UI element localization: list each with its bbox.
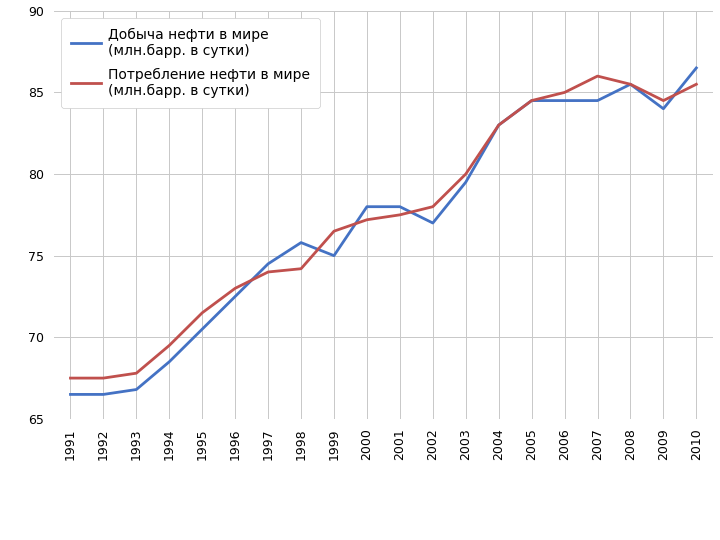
Потребление нефти в мире
(млн.барр. в сутки) <box>527 97 536 104</box>
Добыча нефти в мире
(млн.барр. в сутки) <box>99 391 108 397</box>
Потребление нефти в мире
(млн.барр. в сутки) <box>165 342 174 349</box>
Добыча нефти в мире
(млн.барр. в сутки) <box>165 359 174 365</box>
Добыча нефти в мире
(млн.барр. в сутки) <box>66 391 75 397</box>
Потребление нефти в мире
(млн.барр. в сутки) <box>297 266 305 272</box>
Добыча нефти в мире
(млн.барр. в сутки) <box>495 122 503 129</box>
Добыча нефти в мире
(млн.барр. в сутки) <box>462 179 470 185</box>
Потребление нефти в мире
(млн.барр. в сутки) <box>231 285 240 292</box>
Добыча нефти в мире
(млн.барр. в сутки) <box>659 105 667 112</box>
Добыча нефти в мире
(млн.барр. в сутки) <box>626 81 635 87</box>
Потребление нефти в мире
(млн.барр. в сутки) <box>428 204 437 210</box>
Добыча нефти в мире
(млн.барр. в сутки) <box>428 220 437 226</box>
Потребление нефти в мире
(млн.барр. в сутки) <box>626 81 635 87</box>
Потребление нефти в мире
(млн.барр. в сутки) <box>395 212 404 218</box>
Добыча нефти в мире
(млн.барр. в сутки) <box>560 97 569 104</box>
Потребление нефти в мире
(млн.барр. в сутки) <box>692 81 701 87</box>
Потребление нефти в мире
(млн.барр. в сутки) <box>99 375 108 381</box>
Добыча нефти в мире
(млн.барр. в сутки) <box>264 261 272 267</box>
Добыча нефти в мире
(млн.барр. в сутки) <box>297 239 305 246</box>
Потребление нефти в мире
(млн.барр. в сутки) <box>593 73 602 79</box>
Text: Элитный Трейдер, ELITETRADER.RU: Элитный Трейдер, ELITETRADER.RU <box>9 517 227 530</box>
Добыча нефти в мире
(млн.барр. в сутки) <box>231 293 240 300</box>
Потребление нефти в мире
(млн.барр. в сутки) <box>330 228 338 234</box>
Добыча нефти в мире
(млн.барр. в сутки) <box>692 65 701 71</box>
Добыча нефти в мире
(млн.барр. в сутки) <box>527 97 536 104</box>
Legend: Добыча нефти в мире
(млн.барр. в сутки), Потребление нефти в мире
(млн.барр. в с: Добыча нефти в мире (млн.барр. в сутки),… <box>61 18 320 107</box>
Потребление нефти в мире
(млн.барр. в сутки) <box>495 122 503 129</box>
Добыча нефти в мире
(млн.барр. в сутки) <box>593 97 602 104</box>
Добыча нефти в мире
(млн.барр. в сутки) <box>198 326 207 332</box>
Line: Добыча нефти в мире
(млн.барр. в сутки): Добыча нефти в мире (млн.барр. в сутки) <box>71 68 696 394</box>
Потребление нефти в мире
(млн.барр. в сутки) <box>66 375 75 381</box>
Потребление нефти в мире
(млн.барр. в сутки) <box>560 89 569 96</box>
Потребление нефти в мире
(млн.барр. в сутки) <box>462 171 470 177</box>
Потребление нефти в мире
(млн.барр. в сутки) <box>659 97 667 104</box>
Добыча нефти в мире
(млн.барр. в сутки) <box>395 204 404 210</box>
Добыча нефти в мире
(млн.барр. в сутки) <box>330 252 338 259</box>
Потребление нефти в мире
(млн.барр. в сутки) <box>132 370 140 376</box>
Потребление нефти в мире
(млн.барр. в сутки) <box>264 269 272 275</box>
Потребление нефти в мире
(млн.барр. в сутки) <box>363 217 372 223</box>
Line: Потребление нефти в мире
(млн.барр. в сутки): Потребление нефти в мире (млн.барр. в су… <box>71 76 696 378</box>
Добыча нефти в мире
(млн.барр. в сутки) <box>132 386 140 393</box>
Потребление нефти в мире
(млн.барр. в сутки) <box>198 309 207 316</box>
Добыча нефти в мире
(млн.барр. в сутки) <box>363 204 372 210</box>
